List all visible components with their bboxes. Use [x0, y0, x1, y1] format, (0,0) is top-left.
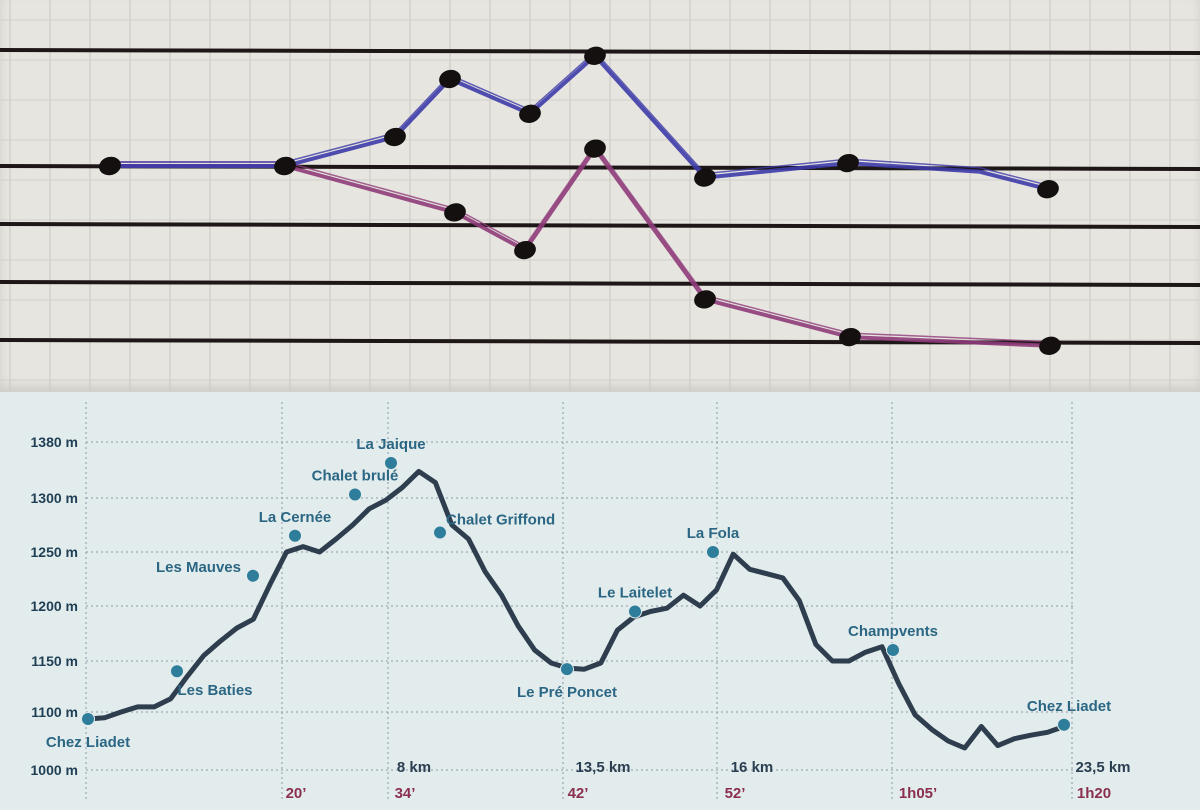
upper-series-line-stroke	[110, 50, 1049, 186]
y-tick-label: 1250 m	[31, 544, 78, 560]
time-label: 34’	[395, 785, 416, 802]
waypoint-label: Les Baties	[177, 682, 252, 699]
elevation-profile-chart: 1000 m 1100 m 1150 m 1200 m 1250 m 1300 m 1380…	[0, 392, 1200, 810]
waypoint-marker	[384, 456, 398, 470]
time-label: 42’	[568, 785, 589, 802]
data-point	[444, 203, 466, 222]
data-point	[439, 69, 461, 89]
waypoint-marker	[433, 525, 447, 540]
distance-label: 8 km	[397, 759, 431, 776]
sketch-chart-svg	[0, 0, 1200, 392]
data-point	[837, 153, 859, 173]
y-tick-label: 1100 m	[31, 704, 78, 720]
waypoint-label: La Jaique	[356, 436, 425, 453]
y-tick-label: 1150 m	[31, 653, 78, 669]
y-tick-label: 1200 m	[31, 598, 78, 614]
data-point	[384, 127, 406, 147]
lower-series-line-stroke	[110, 143, 1051, 343]
time-label: 1h20	[1077, 785, 1111, 802]
data-point	[519, 104, 541, 123]
waypoint-marker	[1057, 717, 1071, 732]
data-point	[1037, 180, 1059, 199]
data-point	[514, 240, 536, 260]
y-tick-label: 1000 m	[31, 762, 78, 778]
waypoint-label: Chez Liadet	[1027, 698, 1111, 715]
data-point	[694, 290, 716, 309]
data-point	[274, 156, 296, 176]
waypoint-marker	[628, 604, 642, 619]
waypoint-label: Chez Liadet	[46, 734, 130, 751]
waypoint-marker	[81, 711, 95, 726]
upper-series-line	[110, 53, 1049, 192]
data-point	[694, 168, 716, 187]
waypoint-marker	[886, 643, 900, 657]
waypoint-label: Le Pré Poncet	[517, 684, 617, 701]
waypoint-label: Chalet Griffond	[446, 512, 555, 529]
time-label: 20’	[286, 785, 307, 802]
data-point	[99, 156, 121, 176]
elevation-profile-svg: 1000 m 1100 m 1150 m 1200 m 1250 m 1300 m 1380…	[31, 402, 1131, 802]
waypoint-label: Les Mauves	[156, 559, 241, 576]
y-tick-label: 1380 m	[31, 434, 78, 450]
time-label: 1h05’	[899, 785, 937, 802]
waypoint-marker	[170, 664, 184, 679]
waypoint-marker	[560, 662, 574, 677]
waypoint-label: La Cernée	[259, 509, 332, 526]
distance-label: 23,5 km	[1075, 759, 1130, 776]
waypoint-label: Champvents	[848, 623, 938, 640]
elevation-line	[85, 468, 1067, 751]
hand-drawn-sketch-chart	[0, 0, 1200, 392]
lower-series-line	[110, 146, 1051, 348]
waypoint-label: La Fola	[687, 525, 740, 542]
distance-label: 16 km	[731, 759, 774, 776]
waypoint-marker	[706, 545, 720, 559]
data-point	[839, 327, 861, 347]
y-tick-label: 1300 m	[31, 490, 78, 506]
data-point	[1039, 336, 1061, 355]
waypoint-marker	[288, 528, 302, 543]
distance-label: 13,5 km	[575, 759, 630, 776]
waypoint-marker	[348, 487, 362, 502]
waypoint-label: Le Laitelet	[598, 585, 672, 602]
staff-line	[0, 222, 1200, 229]
data-point	[584, 46, 606, 65]
data-point	[584, 139, 606, 158]
time-label: 52’	[725, 785, 746, 802]
waypoint-marker	[246, 568, 260, 583]
staff-line	[0, 280, 1200, 287]
waypoint-label: Chalet brulé	[312, 468, 399, 485]
